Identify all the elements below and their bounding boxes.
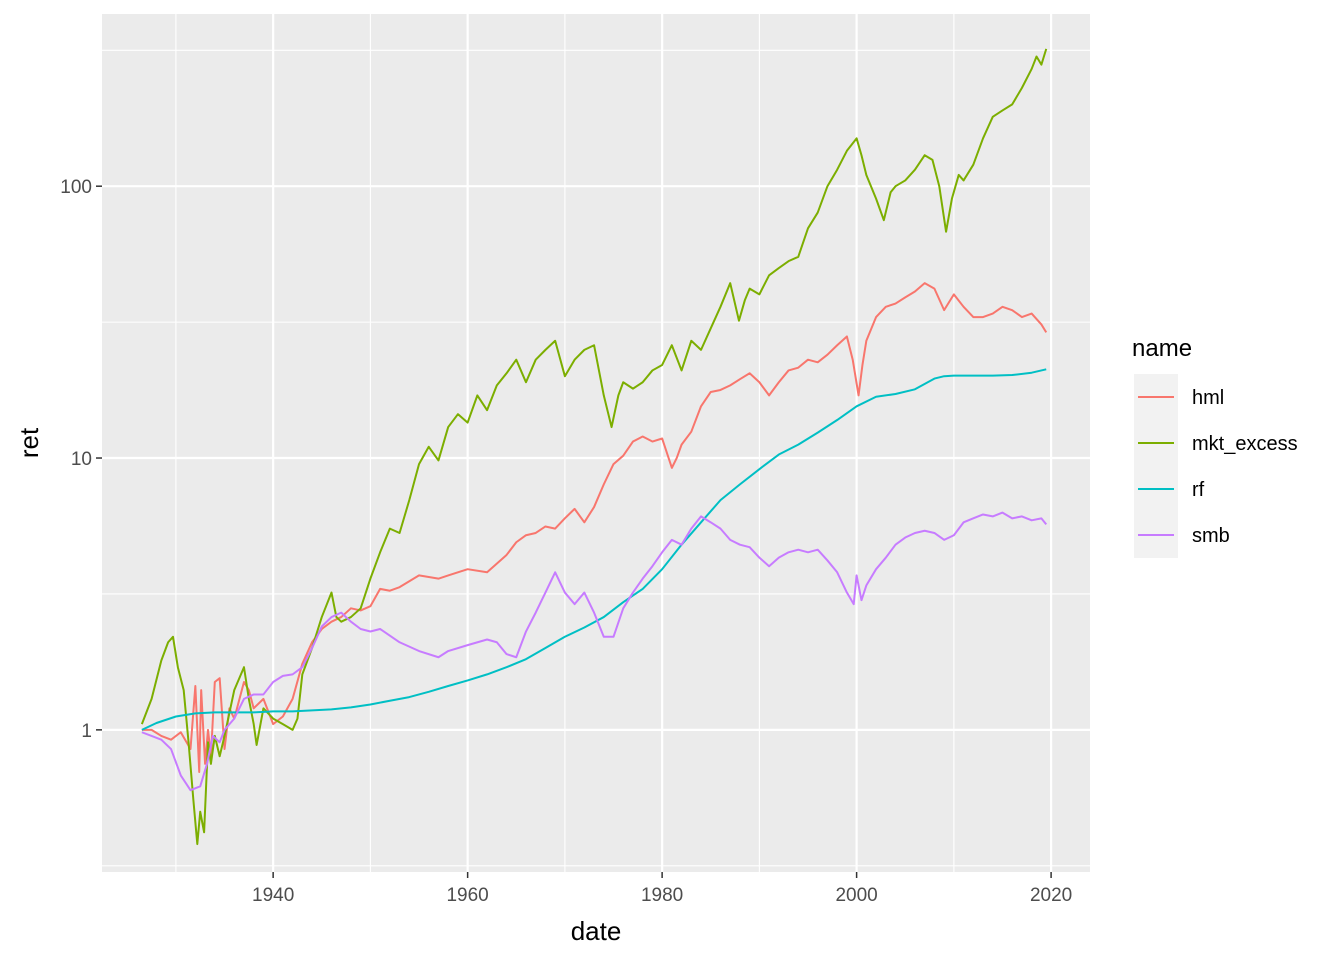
- series-lines: [140, 48, 1048, 846]
- major-gridlines: [102, 14, 1090, 872]
- legend-title: name: [1132, 335, 1192, 362]
- x-tick-label: 1960: [446, 885, 488, 906]
- legend-label-hml: hml: [1192, 387, 1224, 409]
- y-axis-title: ret: [14, 427, 44, 458]
- y-axis-ticks: 1 10 100: [60, 177, 102, 742]
- x-axis-ticks: 1940 1960 1980 2000 2020: [252, 872, 1072, 906]
- legend-label-mkt_excess: mkt_excess: [1192, 433, 1298, 455]
- y-tick-label: 1: [81, 721, 92, 742]
- plot-panel: [102, 14, 1090, 872]
- x-tick-label: 2020: [1030, 885, 1072, 906]
- x-tick-label: 1940: [252, 885, 294, 906]
- legend-label-rf: rf: [1192, 479, 1205, 501]
- series-line-rf: [141, 368, 1047, 731]
- series-line-hml: [141, 282, 1048, 773]
- minor-gridlines: [102, 14, 1090, 872]
- legend-label-smb: smb: [1192, 525, 1230, 547]
- y-tick-label: 100: [60, 177, 92, 198]
- series-line-smb: [141, 511, 1048, 792]
- x-axis-title: date: [571, 916, 622, 946]
- x-tick-label: 1980: [641, 885, 683, 906]
- y-tick-label: 10: [71, 449, 92, 470]
- series-line-mkt_excess: [140, 48, 1048, 846]
- x-tick-label: 2000: [835, 885, 877, 906]
